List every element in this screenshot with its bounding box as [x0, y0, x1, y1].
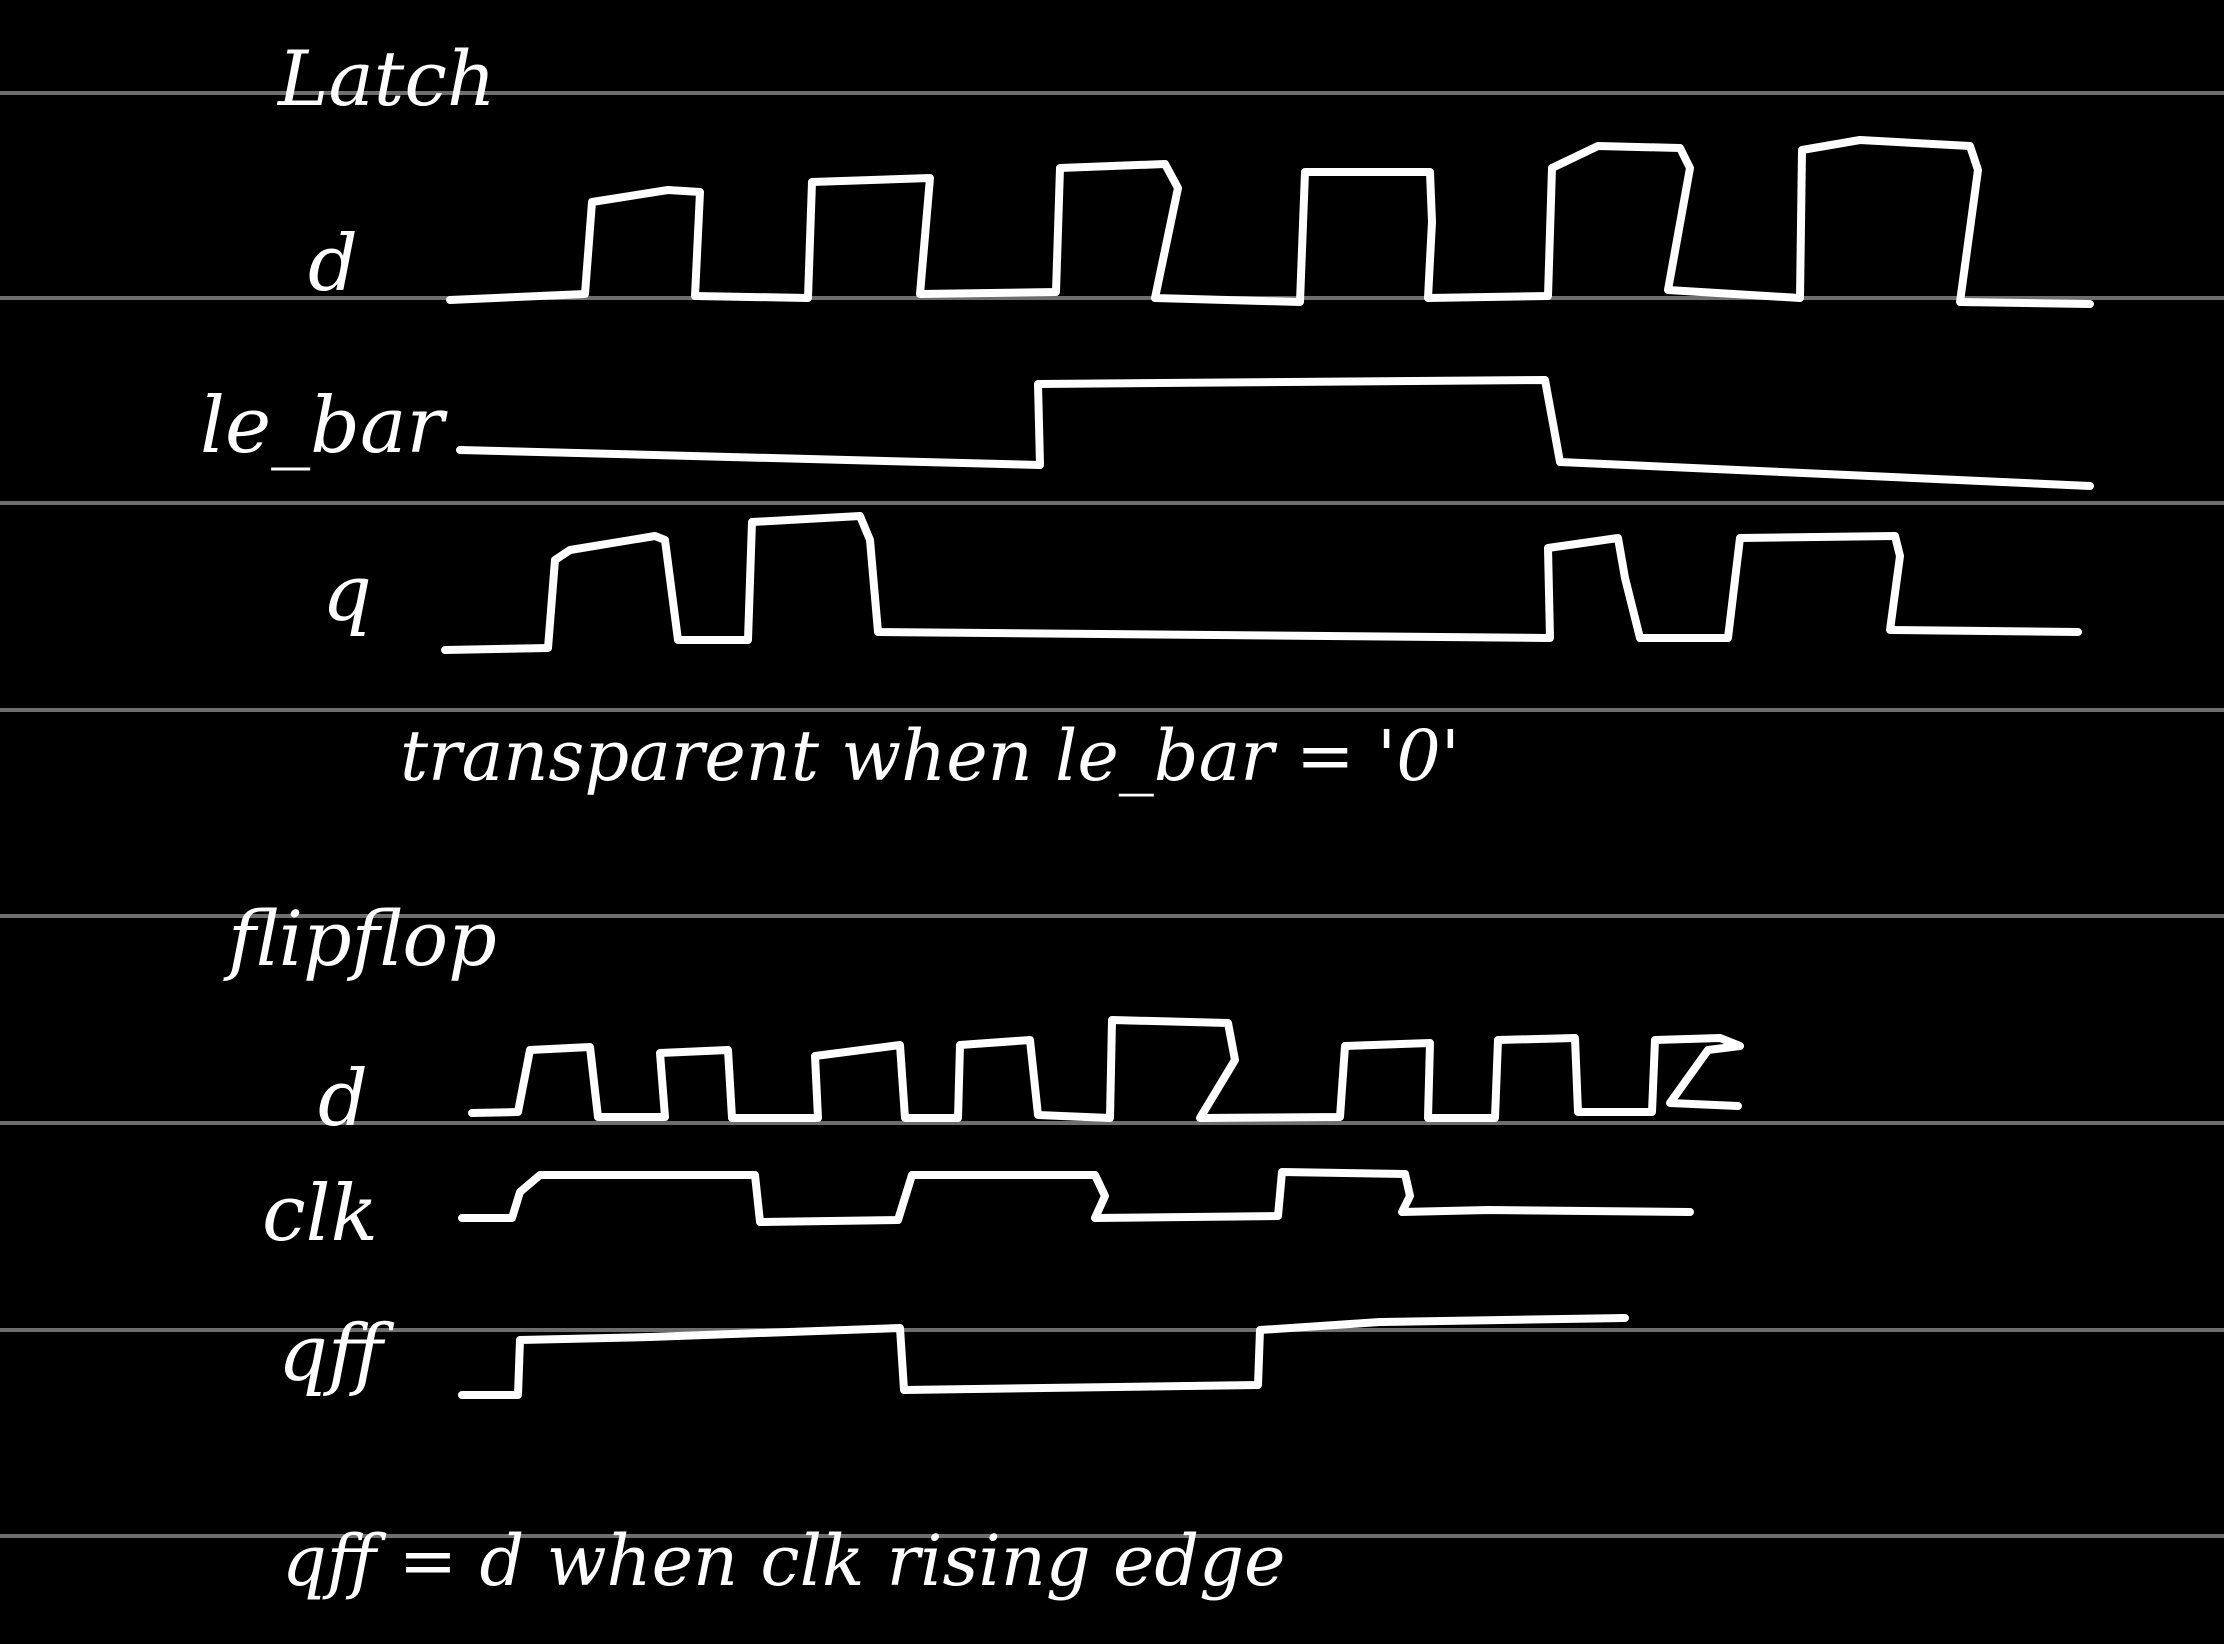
latch-title: Latch — [276, 34, 496, 123]
clk-waveform — [458, 1168, 1694, 1226]
le-bar-label: le_bar — [200, 381, 449, 471]
le-bar-waveform — [456, 376, 2094, 490]
qff-label: qff — [278, 1309, 395, 1399]
latch-note: transparent when le_bar = '0' — [400, 715, 1460, 797]
flipflop-title: flipflop — [223, 894, 497, 983]
flipflop-d-waveform — [468, 1016, 1744, 1122]
latch-d-label: d — [308, 219, 358, 309]
ruled-lines — [0, 91, 2224, 1538]
latch-q-waveform — [441, 512, 2082, 654]
flipflop-d-label: d — [318, 1054, 368, 1144]
flipflop-note: qff = d when clk rising edge — [282, 1520, 1285, 1602]
latch-q-label: q — [322, 549, 372, 639]
latch-d-waveform — [446, 136, 2094, 308]
qff-waveform — [458, 1314, 1629, 1399]
clk-label: clk — [262, 1169, 378, 1259]
